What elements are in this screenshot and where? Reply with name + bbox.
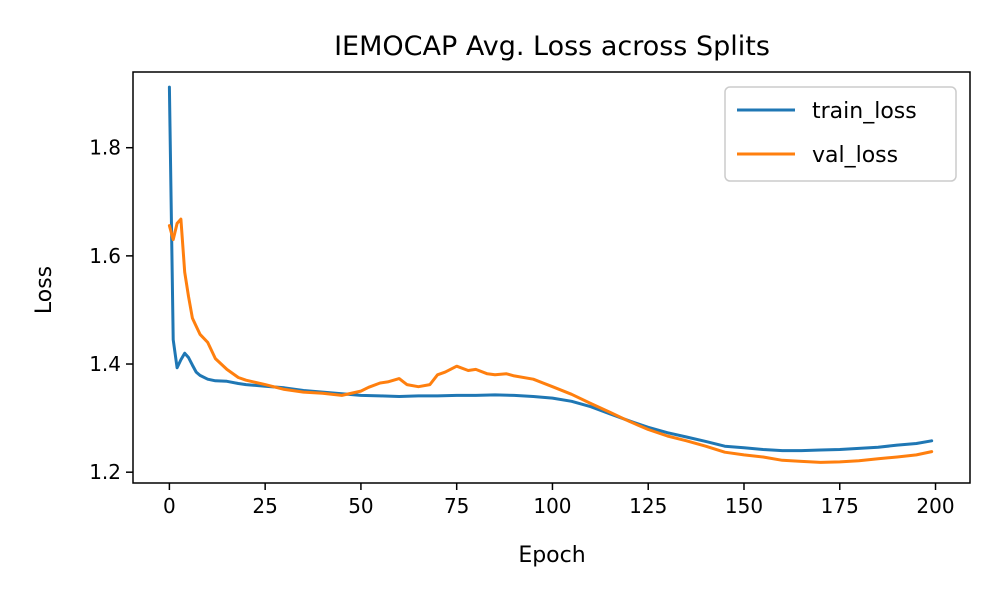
chart-title: IEMOCAP Avg. Loss across Splits — [334, 31, 770, 62]
x-tick-label: 75 — [444, 494, 469, 518]
y-axis-label: Loss — [32, 266, 57, 314]
legend: train_loss val_loss — [724, 86, 957, 182]
series-line-val-loss — [167, 217, 934, 464]
y-tick-label: 1.2 — [89, 460, 121, 484]
x-tick-label: 50 — [348, 494, 373, 518]
x-tick-label: 25 — [252, 494, 277, 518]
axes-frame — [132, 71, 971, 484]
y-tick-label: 1.6 — [89, 244, 121, 268]
x-axis-ticks: 0 25 50 75 100 125 150 175 200 — [163, 483, 955, 518]
x-tick-label: 200 — [916, 494, 954, 518]
plot-area — [132, 71, 971, 484]
legend-label-train-loss: train_loss — [812, 99, 917, 124]
x-tick-label: 175 — [821, 494, 859, 518]
y-tick-label: 1.4 — [89, 352, 121, 376]
legend-label-val-loss: val_loss — [812, 143, 898, 168]
x-tick-label: 0 — [163, 494, 176, 518]
y-tick-label: 1.8 — [89, 136, 121, 160]
y-axis-ticks: 1.2 1.4 1.6 1.8 — [89, 136, 133, 484]
series-line-train-loss — [167, 85, 934, 453]
x-axis-label: Epoch — [518, 543, 585, 568]
x-tick-label: 150 — [725, 494, 763, 518]
x-tick-label: 100 — [533, 494, 571, 518]
x-tick-label: 125 — [629, 494, 667, 518]
